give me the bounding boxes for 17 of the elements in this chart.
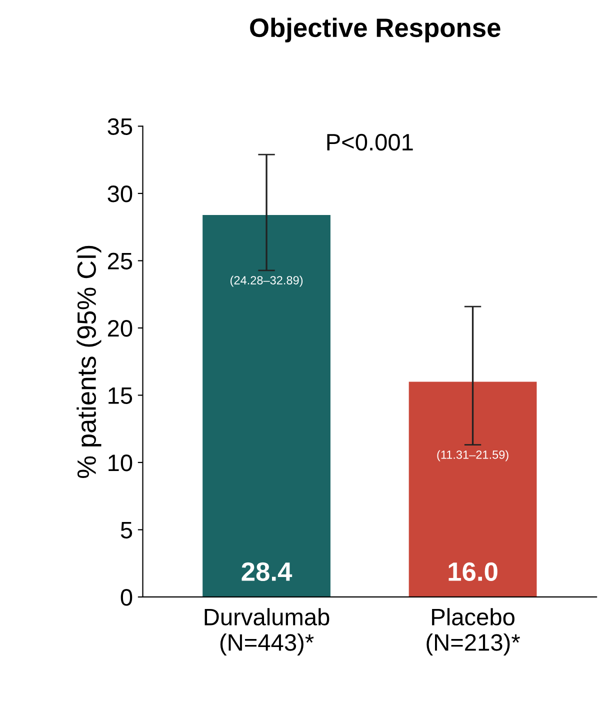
data-label: 28.4 <box>242 562 292 581</box>
annotation: (24.28–32.89) <box>230 276 303 287</box>
y-tick-label: 35 <box>108 118 132 135</box>
y-tick-label: 5 <box>120 522 132 539</box>
y-tick-label: 10 <box>108 454 132 472</box>
x-tick-label: Placebo (N=213)* <box>426 608 520 656</box>
annotation: P<0.001 <box>327 134 413 151</box>
annotation: (11.31–21.59) <box>437 450 508 462</box>
y-tick-label: 20 <box>108 320 132 337</box>
data-label: 16.0 <box>448 562 498 581</box>
y-tick-label: 30 <box>108 186 132 202</box>
y-axis-title: % patients (95% CI) <box>76 246 102 478</box>
y-tick-label: 0 <box>120 589 132 606</box>
chart-title: Objective Response <box>250 18 500 42</box>
y-tick-label: 25 <box>108 252 132 270</box>
x-tick-label: Durvalumab (N=443)* <box>204 608 330 656</box>
y-tick-label: 15 <box>108 388 132 404</box>
